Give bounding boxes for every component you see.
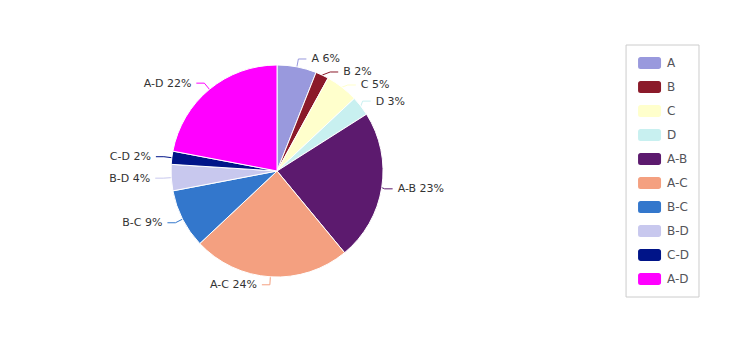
svg-text:C-D 2%: C-D 2% xyxy=(110,150,151,163)
svg-text:A-C 24%: A-C 24% xyxy=(210,278,257,291)
svg-text:B-C 9%: B-C 9% xyxy=(122,216,162,229)
svg-text:A-B 23%: A-B 23% xyxy=(398,182,444,195)
svg-text:D: D xyxy=(667,128,676,142)
svg-text:A-D: A-D xyxy=(667,272,689,286)
svg-text:A-D 22%: A-D 22% xyxy=(144,77,192,90)
svg-text:D 3%: D 3% xyxy=(376,95,405,108)
svg-text:C-D: C-D xyxy=(667,248,689,262)
svg-text:C: C xyxy=(667,104,675,118)
svg-text:B: B xyxy=(667,80,675,94)
svg-text:B 2%: B 2% xyxy=(343,65,372,78)
svg-text:C 5%: C 5% xyxy=(361,78,390,91)
svg-text:A-C: A-C xyxy=(667,176,688,190)
svg-text:B-C: B-C xyxy=(667,200,688,214)
svg-text:B-D: B-D xyxy=(667,224,689,238)
svg-text:A: A xyxy=(667,56,676,70)
svg-text:A-B: A-B xyxy=(667,152,687,166)
svg-text:B-D 4%: B-D 4% xyxy=(109,172,150,185)
svg-text:A 6%: A 6% xyxy=(311,52,339,65)
